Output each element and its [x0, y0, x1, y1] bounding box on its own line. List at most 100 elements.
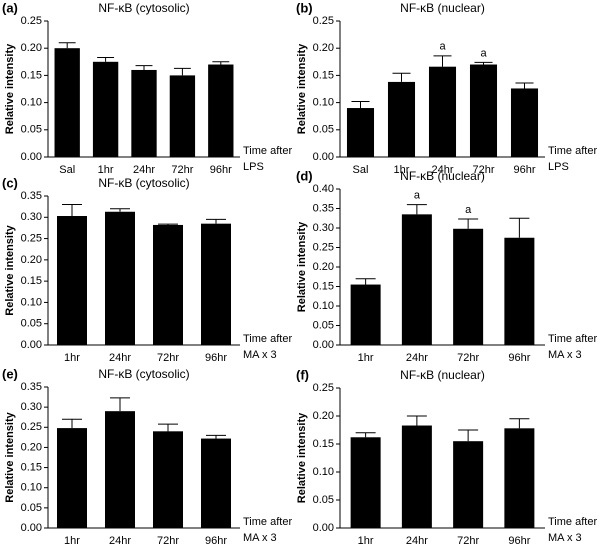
panel-label: (a)	[2, 0, 18, 15]
x-tick-label: 72hr	[157, 352, 179, 364]
x-axis-label: MA x 3	[243, 349, 277, 361]
x-tick-label: 1hr	[98, 164, 114, 176]
x-axis-label: MA x 3	[548, 349, 582, 361]
y-axis-label: Relative intensity	[296, 221, 308, 312]
bar	[428, 66, 457, 157]
panel-label: (e)	[2, 366, 18, 381]
x-axis-label: Time after	[548, 333, 597, 345]
y-tick-label: 0.00	[313, 151, 334, 163]
y-tick-label: 0.05	[313, 494, 334, 506]
y-tick-label: 0.10	[21, 296, 42, 308]
y-tick-label: 0.10	[313, 97, 334, 109]
x-tick-label: 24hr	[109, 535, 131, 544]
x-tick-label: 72hr	[171, 164, 193, 176]
x-tick-label: 72hr	[472, 164, 494, 176]
x-tick-label: 1hr	[64, 352, 80, 364]
bar	[208, 64, 234, 157]
y-tick-label: 0.15	[21, 69, 42, 81]
x-tick-label: 72hr	[457, 535, 479, 544]
x-axis-label: Time after	[548, 516, 597, 528]
x-tick-label: 96hr	[205, 352, 227, 364]
y-tick-label: 0.15	[21, 461, 42, 473]
y-axis-label: Relative intensity	[4, 411, 16, 502]
significance-label: a	[480, 47, 487, 59]
x-tick-label: 72hr	[457, 352, 479, 364]
y-tick-label: 0.10	[21, 97, 42, 109]
chart-title: NF-κB (nuclear)	[400, 368, 485, 382]
x-tick-label: 96hr	[205, 535, 227, 544]
bar	[401, 425, 432, 528]
y-tick-label: 0.35	[21, 381, 42, 393]
x-tick-label: 24hr	[406, 352, 428, 364]
chart-title: NF-κB (cytosolic)	[98, 176, 189, 190]
x-tick-label: 1hr	[394, 164, 410, 176]
y-tick-label: 0.25	[21, 421, 42, 433]
y-tick-label: 0.30	[21, 401, 42, 413]
y-tick-label: 0.15	[313, 69, 334, 81]
y-tick-label: 0.00	[313, 339, 334, 351]
y-tick-label: 0.10	[21, 482, 42, 494]
x-tick-label: 96hr	[508, 535, 530, 544]
bar	[54, 48, 80, 158]
panel-label: (b)	[296, 0, 313, 15]
panel-label: (c)	[2, 175, 18, 190]
x-axis-label: Time after	[243, 145, 292, 157]
y-tick-label: 0.20	[21, 254, 42, 266]
x-axis-label: MA x 3	[243, 532, 277, 544]
y-tick-label: 0.05	[313, 319, 334, 331]
x-tick-label: Sal	[353, 164, 369, 176]
y-tick-label: 0.30	[313, 222, 334, 234]
y-tick-label: 0.25	[313, 382, 334, 394]
y-axis-label: Relative intensity	[296, 43, 308, 134]
x-tick-label: 24hr	[109, 352, 131, 364]
y-tick-label: 0.05	[21, 318, 42, 330]
x-tick-label: 24hr	[406, 535, 428, 544]
y-tick-label: 0.00	[21, 522, 42, 534]
x-tick-label: 96hr	[508, 352, 530, 364]
x-tick-label: 1hr	[358, 352, 374, 364]
y-tick-label: 0.15	[313, 438, 334, 450]
y-tick-label: 0.00	[21, 151, 42, 163]
bar	[453, 228, 484, 345]
bar	[57, 428, 87, 528]
chart-title: NF-κB (nuclear)	[400, 169, 485, 183]
significance-label: a	[414, 190, 421, 202]
bar	[201, 223, 231, 345]
bar	[387, 81, 416, 157]
bar	[453, 441, 484, 528]
y-tick-label: 0.30	[21, 211, 42, 223]
bar	[105, 411, 135, 528]
significance-label: a	[465, 204, 472, 216]
y-tick-label: 0.25	[313, 241, 334, 253]
y-axis-label: Relative intensity	[4, 224, 16, 315]
bar	[401, 214, 432, 345]
y-tick-label: 0.00	[313, 522, 334, 534]
y-tick-label: 0.20	[313, 261, 334, 273]
y-axis-label: Relative intensity	[4, 43, 16, 134]
y-tick-label: 0.20	[313, 42, 334, 54]
bar	[350, 284, 381, 345]
chart-title: NF-κB (cytosolic)	[98, 1, 189, 15]
x-axis-label: MA x 3	[548, 532, 582, 544]
bar	[92, 61, 119, 157]
bar	[510, 88, 539, 157]
y-tick-label: 0.05	[21, 502, 42, 514]
y-tick-label: 0.35	[21, 190, 42, 202]
bar	[201, 438, 231, 528]
x-axis-label: LPS	[243, 161, 264, 173]
x-tick-label: 24hr	[133, 164, 155, 176]
y-tick-label: 0.25	[313, 15, 334, 27]
y-tick-label: 0.10	[313, 300, 334, 312]
x-tick-label: 96hr	[210, 164, 232, 176]
chart-title: NF-κB (cytosolic)	[98, 367, 189, 381]
y-axis-label: Relative intensity	[296, 412, 308, 503]
y-tick-label: 0.10	[313, 466, 334, 478]
bar	[105, 211, 135, 345]
x-tick-label: 72hr	[157, 535, 179, 544]
bar	[57, 216, 87, 345]
bar	[169, 75, 196, 157]
y-tick-label: 0.40	[313, 183, 334, 195]
y-tick-label: 0.25	[21, 15, 42, 27]
significance-label: a	[439, 41, 446, 53]
